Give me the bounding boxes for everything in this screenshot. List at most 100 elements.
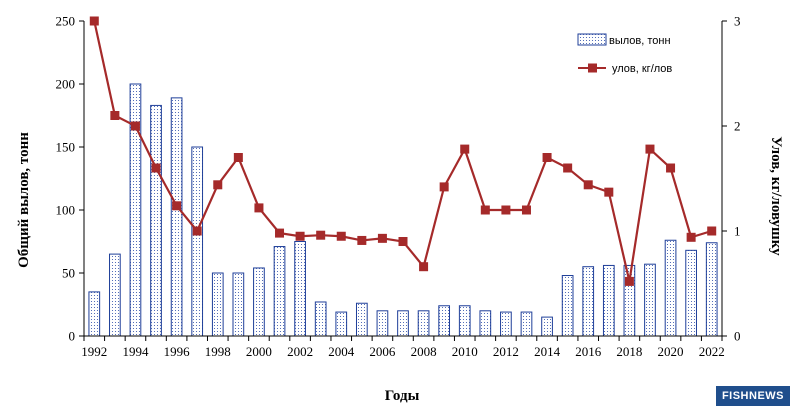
x-tick-label: 2022 bbox=[699, 344, 725, 359]
bar-2016 bbox=[582, 266, 595, 337]
point-2018 bbox=[624, 276, 634, 286]
point-1992 bbox=[89, 16, 99, 26]
x-tick-label: 2008 bbox=[411, 344, 437, 359]
bar-2012 bbox=[500, 311, 512, 337]
bar-2004 bbox=[335, 311, 348, 337]
bar-2000 bbox=[253, 267, 265, 337]
bar-2013 bbox=[520, 311, 533, 337]
bar-2021 bbox=[685, 249, 697, 337]
y-left-tick-label: 0 bbox=[69, 329, 76, 344]
bar-1999 bbox=[232, 272, 245, 337]
point-2022 bbox=[707, 226, 717, 236]
legend-bar-label: вылов, тонн bbox=[609, 35, 671, 47]
point-2012 bbox=[501, 205, 511, 215]
bar-1992 bbox=[88, 291, 101, 337]
x-tick-label: 2016 bbox=[575, 344, 602, 359]
point-1997 bbox=[192, 226, 202, 236]
line-series bbox=[89, 16, 717, 286]
bar-2017 bbox=[602, 264, 615, 337]
bar-2006 bbox=[376, 310, 389, 337]
bar-1995 bbox=[150, 104, 162, 337]
bar-2015 bbox=[561, 275, 574, 337]
x-tick-label: 2002 bbox=[287, 344, 313, 359]
point-2005 bbox=[357, 235, 367, 245]
point-2019 bbox=[645, 144, 655, 154]
point-1999 bbox=[233, 153, 243, 162]
x-tick-label: 2004 bbox=[328, 344, 355, 359]
x-tick-label: 2000 bbox=[246, 344, 272, 359]
bar-1993 bbox=[109, 253, 121, 337]
y-right-tick-label: 3 bbox=[734, 14, 741, 29]
bar-2005 bbox=[355, 302, 368, 337]
bar-2001 bbox=[273, 246, 286, 337]
x-axis-title: Годы bbox=[385, 388, 420, 404]
legend-bar-swatch bbox=[577, 33, 607, 46]
point-1994 bbox=[130, 121, 140, 131]
point-2016 bbox=[583, 180, 593, 190]
legend: вылов, тонн улов, кг/лов bbox=[577, 33, 672, 75]
point-2004 bbox=[336, 231, 346, 241]
bar-series bbox=[88, 83, 718, 337]
fishnews-logo: FISHNEWS bbox=[715, 386, 790, 406]
bar-1996 bbox=[170, 97, 183, 337]
x-tick-label: 1998 bbox=[205, 344, 231, 359]
x-tick-label: 2018 bbox=[616, 344, 642, 359]
x-tick-label: 2012 bbox=[493, 344, 519, 359]
bar-2003 bbox=[314, 301, 327, 337]
y-right-tick-label: 1 bbox=[734, 224, 741, 239]
bar-2008 bbox=[417, 310, 430, 337]
y-left-tick-label: 150 bbox=[56, 140, 76, 155]
point-1998 bbox=[213, 180, 223, 190]
bar-2014 bbox=[541, 316, 553, 337]
legend-line-label: улов, кг/лов bbox=[612, 63, 672, 75]
y-right-tick-label: 2 bbox=[734, 119, 741, 134]
point-2003 bbox=[316, 230, 326, 240]
point-2017 bbox=[604, 187, 614, 197]
bar-2020 bbox=[664, 239, 677, 337]
x-tick-label: 2020 bbox=[658, 344, 684, 359]
x-tick-label: 2010 bbox=[452, 344, 478, 359]
point-2009 bbox=[439, 182, 449, 192]
axes: 0 50 100 150 200 250 0 1 2 3 1992 1994 1996 1998 2000 2… bbox=[56, 14, 741, 360]
point-2011 bbox=[480, 205, 490, 215]
y-axis-right-title: Улов, кг/ловушку bbox=[768, 136, 784, 256]
point-2020 bbox=[666, 163, 676, 173]
x-tick-label: 1996 bbox=[164, 344, 191, 359]
bar-2019 bbox=[644, 263, 656, 337]
point-2006 bbox=[377, 233, 387, 243]
bar-2002 bbox=[294, 241, 306, 337]
point-2010 bbox=[460, 144, 470, 154]
point-1995 bbox=[151, 163, 161, 173]
bar-2007 bbox=[397, 310, 409, 337]
x-tick-label: 2014 bbox=[534, 344, 561, 359]
legend-line-marker bbox=[588, 63, 597, 73]
point-2014 bbox=[542, 153, 552, 162]
x-tick-label: 1992 bbox=[81, 344, 107, 359]
point-2008 bbox=[419, 262, 429, 272]
bar-2022 bbox=[705, 242, 718, 337]
y-left-tick-label: 100 bbox=[56, 203, 76, 218]
bar-2009 bbox=[438, 305, 451, 337]
y-left-tick-label: 50 bbox=[62, 266, 75, 281]
bar-2010 bbox=[458, 305, 471, 337]
bar-1997 bbox=[191, 146, 204, 337]
y-left-tick-label: 200 bbox=[56, 77, 76, 92]
point-2021 bbox=[686, 232, 696, 242]
y-left-tick-label: 250 bbox=[56, 14, 76, 29]
bar-1998 bbox=[211, 272, 224, 337]
point-2001 bbox=[275, 228, 285, 238]
y-axis-left-title: Общий вылов, тонн bbox=[16, 132, 32, 268]
bar-2011 bbox=[479, 310, 492, 337]
point-2013 bbox=[521, 205, 531, 215]
y-right-tick-label: 0 bbox=[734, 329, 741, 344]
point-2007 bbox=[398, 237, 408, 246]
point-2002 bbox=[295, 231, 305, 241]
point-1996 bbox=[172, 201, 182, 211]
point-2000 bbox=[254, 203, 264, 213]
point-1993 bbox=[110, 111, 120, 120]
x-tick-label: 1994 bbox=[122, 344, 149, 359]
x-tick-label: 2006 bbox=[369, 344, 396, 359]
point-2015 bbox=[563, 163, 573, 173]
